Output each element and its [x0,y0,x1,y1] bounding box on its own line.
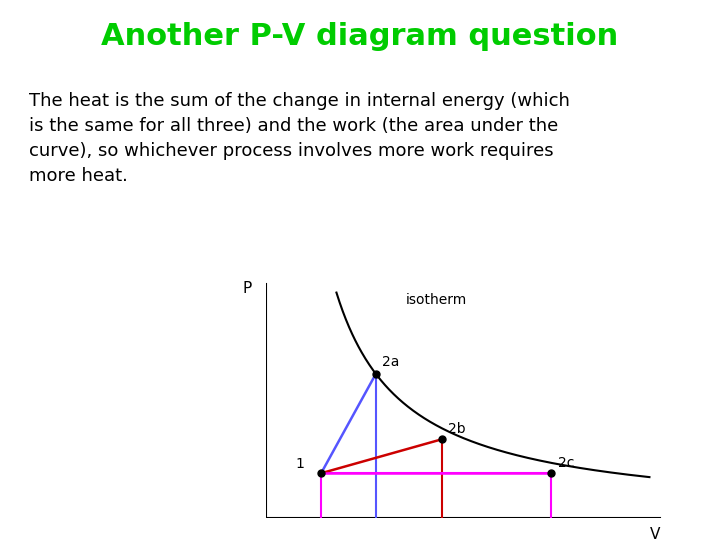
Text: P: P [243,281,252,295]
Text: 2c: 2c [557,456,574,470]
Text: V: V [649,526,660,540]
Text: isotherm: isotherm [406,293,467,307]
Text: 2a: 2a [382,355,400,369]
Text: Another P-V diagram question: Another P-V diagram question [102,22,618,51]
Text: The heat is the sum of the change in internal energy (which
is the same for all : The heat is the sum of the change in int… [29,92,570,185]
Text: 1: 1 [296,457,305,471]
Text: 2b: 2b [448,422,466,436]
